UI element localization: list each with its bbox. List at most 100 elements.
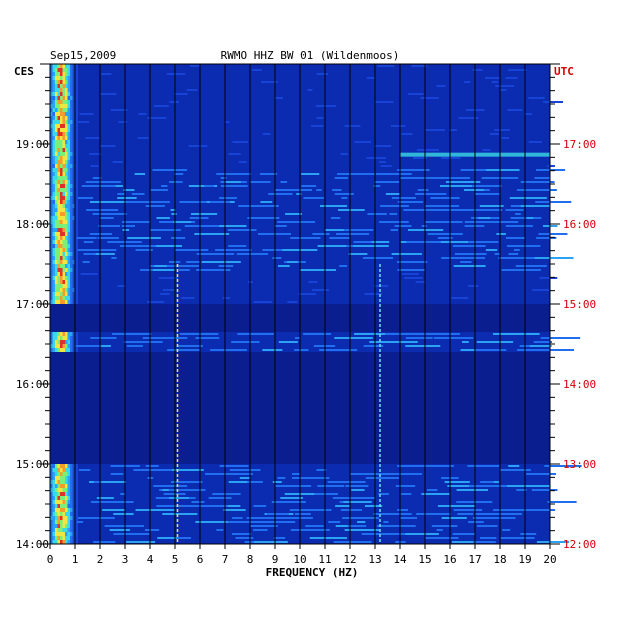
spectral-cell	[72, 492, 76, 496]
spectral-streak	[403, 209, 443, 211]
spectral-cell	[72, 124, 76, 128]
spectral-cell	[60, 216, 63, 220]
spectral-streak	[290, 529, 330, 531]
spectral-streak	[83, 253, 96, 255]
spectral-cell	[65, 276, 68, 280]
spectral-cell	[70, 116, 73, 120]
spectral-cell	[52, 156, 56, 160]
spectral-cell	[65, 116, 68, 120]
spectral-cell	[60, 212, 63, 216]
spectral-cell	[65, 92, 68, 96]
spectral-cell	[55, 216, 58, 220]
spectral-cell	[67, 256, 71, 260]
spectral-cell	[72, 280, 76, 284]
spectral-cell	[65, 248, 68, 252]
spectral-cell	[62, 484, 66, 488]
spectral-cell	[75, 128, 78, 132]
spectral-cell	[55, 224, 58, 228]
spectral-cell	[57, 468, 61, 472]
right-time-axis: 17:00 16:00 15:00 14:00 13:00 12:00	[550, 63, 596, 551]
spectral-streak	[231, 341, 243, 343]
spectral-streak	[262, 349, 283, 351]
spectral-streak	[289, 509, 327, 511]
spectral-cell	[52, 224, 56, 228]
spectral-cell	[72, 508, 76, 512]
spectral-cell	[70, 232, 73, 236]
spectral-streak	[220, 185, 248, 187]
spectral-cell	[52, 180, 56, 184]
spectral-cell	[70, 348, 73, 352]
spectral-streak	[513, 245, 541, 247]
spectral-cell	[57, 344, 61, 348]
spectral-cell	[62, 132, 66, 136]
spectral-streak	[352, 245, 389, 247]
spectral-cell	[60, 276, 63, 280]
spectral-cell	[55, 72, 58, 76]
spectral-cell	[57, 148, 61, 152]
spectral-streak	[117, 285, 126, 287]
spectral-streak	[476, 341, 514, 343]
spectral-streak	[474, 349, 507, 351]
spectral-cell	[57, 276, 61, 280]
spectral-cell	[57, 472, 61, 476]
spectral-streak	[162, 489, 169, 491]
spectral-streak	[354, 333, 391, 335]
spectral-streak	[253, 529, 268, 531]
spectral-cell	[65, 344, 68, 348]
spectral-streak	[184, 225, 220, 227]
spectral-cell	[60, 340, 63, 344]
spectral-cell	[62, 208, 66, 212]
right-time-label: 17:00	[563, 138, 596, 151]
spectral-cell	[57, 520, 61, 524]
spectral-cell	[50, 92, 53, 96]
spectral-cell	[75, 212, 78, 216]
spectral-cell	[70, 300, 73, 304]
spectral-cell	[55, 484, 58, 488]
spectral-cell	[52, 520, 56, 524]
spectral-streak	[337, 209, 365, 211]
spectral-streak	[493, 333, 527, 335]
spectral-cell	[60, 132, 63, 136]
spectral-cell	[60, 332, 63, 336]
spectral-cell	[75, 508, 78, 512]
spectral-cell	[55, 468, 58, 472]
spectral-cell	[70, 536, 73, 540]
spectral-cell	[67, 272, 71, 276]
spectral-streak	[277, 477, 286, 479]
left-time-label: 16:00	[16, 378, 49, 391]
spectral-cell	[60, 532, 63, 536]
spectral-streak	[491, 81, 499, 83]
spectral-streak	[272, 257, 282, 259]
spectral-streak	[142, 533, 150, 535]
spectral-streak	[399, 177, 425, 179]
spectral-cell	[75, 332, 78, 336]
spectral-streak	[515, 213, 521, 215]
spectral-cell	[50, 100, 53, 104]
spectral-cell	[55, 208, 58, 212]
spectral-cell	[50, 256, 53, 260]
x-axis-title: FREQUENCY (HZ)	[266, 566, 359, 579]
spectral-cell	[70, 160, 73, 164]
spectral-cell	[67, 536, 71, 540]
spectral-streak	[232, 141, 249, 143]
spectral-cell	[50, 144, 53, 148]
spectral-streak	[479, 537, 497, 539]
spectral-cell	[72, 120, 76, 124]
spectral-cell	[50, 236, 53, 240]
spectral-cell	[50, 204, 53, 208]
spectral-cell	[52, 468, 56, 472]
spectral-streak	[365, 505, 383, 507]
spectral-cell	[67, 520, 71, 524]
spectral-streak	[394, 225, 412, 227]
spectral-cell	[65, 108, 68, 112]
spectral-cell	[57, 124, 61, 128]
spectral-cell	[75, 540, 78, 544]
spectral-cell	[67, 484, 71, 488]
spectral-streak	[171, 469, 204, 471]
spectral-cell	[70, 276, 73, 280]
spectral-cell	[60, 100, 63, 104]
spectral-cell	[50, 268, 53, 272]
spectral-cell	[57, 188, 61, 192]
spectral-cell	[65, 160, 68, 164]
spectral-cell	[67, 160, 71, 164]
